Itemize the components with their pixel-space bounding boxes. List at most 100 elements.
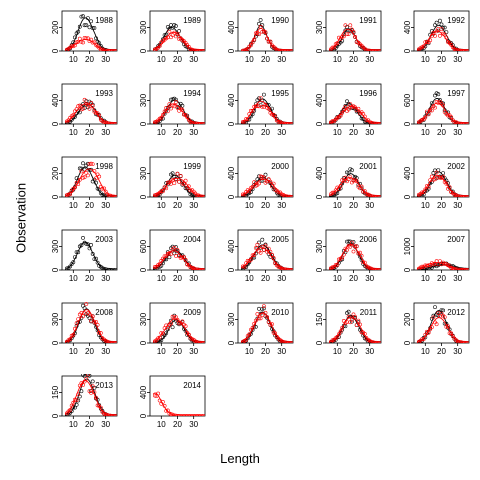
x-tick-label: 10 bbox=[333, 201, 342, 210]
series-b-point bbox=[111, 49, 116, 51]
series-b-point bbox=[358, 250, 362, 255]
x-tick-label: 30 bbox=[365, 55, 374, 64]
series-b-point bbox=[160, 399, 165, 404]
series-b-point bbox=[420, 337, 425, 342]
y-tick-label: 1000 bbox=[403, 237, 412, 255]
series-b-point bbox=[73, 397, 77, 402]
series-b-point bbox=[287, 122, 292, 124]
y-tick-label: 0 bbox=[403, 340, 412, 345]
series-a-point bbox=[257, 240, 261, 245]
series-b-point bbox=[287, 194, 292, 197]
series-b-point bbox=[289, 195, 293, 197]
y-tick-label: 400 bbox=[403, 166, 412, 180]
y-tick-label: 0 bbox=[315, 48, 324, 53]
series-b-point bbox=[261, 248, 266, 252]
series-a-point bbox=[76, 250, 81, 255]
x-tick-label: 20 bbox=[173, 420, 182, 429]
series-b-point bbox=[199, 414, 204, 416]
series-b-point bbox=[348, 175, 353, 180]
panel-label: 2012 bbox=[447, 308, 465, 317]
series-b-point bbox=[180, 255, 185, 260]
series-b-point bbox=[247, 189, 252, 194]
series-b-point bbox=[335, 262, 340, 267]
series-b-point bbox=[74, 398, 79, 403]
panel-label: 2014 bbox=[183, 381, 201, 390]
series-b-point bbox=[182, 255, 186, 259]
series-b-point bbox=[156, 391, 161, 396]
y-tick-label: 400 bbox=[315, 93, 324, 107]
series-b-point bbox=[341, 34, 346, 39]
series-b-point bbox=[160, 256, 165, 261]
series-b-point bbox=[261, 304, 266, 309]
series-b-point bbox=[439, 27, 444, 32]
series-b-point bbox=[452, 47, 457, 51]
series-b-point bbox=[434, 322, 439, 327]
panel-content bbox=[417, 91, 469, 124]
x-tick-label: 30 bbox=[365, 201, 374, 210]
panel-content bbox=[64, 374, 117, 416]
panel-label: 2009 bbox=[183, 308, 201, 317]
x-tick-label: 20 bbox=[173, 274, 182, 283]
y-tick-label: 0 bbox=[315, 194, 324, 199]
series-b-point bbox=[431, 315, 436, 320]
series-b-point bbox=[66, 192, 71, 197]
panel-content bbox=[152, 244, 205, 270]
series-a-point bbox=[82, 306, 87, 311]
y-tick-label: 600 bbox=[403, 93, 412, 107]
y-tick-label: 0 bbox=[139, 267, 148, 272]
series-b-point bbox=[90, 162, 95, 167]
series-b-point bbox=[375, 341, 380, 343]
series-b-point bbox=[94, 110, 98, 115]
y-tick-label: 0 bbox=[315, 267, 324, 272]
series-b-point bbox=[253, 318, 258, 323]
series-b-point bbox=[276, 120, 281, 124]
series-b-point bbox=[159, 189, 164, 194]
y-tick-label: 150 bbox=[51, 385, 60, 399]
series-b-point bbox=[270, 322, 274, 327]
series-b-point bbox=[263, 102, 268, 107]
series-b-point bbox=[276, 190, 281, 195]
series-b-point bbox=[244, 117, 249, 121]
series-b-point bbox=[258, 96, 263, 101]
series-b-point bbox=[183, 324, 188, 329]
series-b-point bbox=[164, 186, 169, 191]
series-b-point bbox=[87, 312, 92, 317]
series-a-point bbox=[173, 24, 178, 28]
x-tick-label: 30 bbox=[101, 128, 110, 137]
series-b-point bbox=[68, 337, 73, 342]
panel-content bbox=[64, 97, 117, 124]
series-b-point bbox=[248, 257, 253, 262]
panel-label: 1994 bbox=[183, 89, 201, 98]
x-tick-label: 20 bbox=[173, 55, 182, 64]
series-b-point bbox=[248, 108, 253, 113]
series-b-point bbox=[201, 49, 205, 51]
series-b-point bbox=[248, 43, 253, 48]
series-b-point bbox=[240, 264, 245, 269]
y-tick-label: 300 bbox=[51, 239, 60, 253]
series-a-point bbox=[76, 29, 81, 34]
y-tick-label: 300 bbox=[139, 93, 148, 107]
series-a-point bbox=[170, 25, 175, 30]
series-a-point bbox=[433, 305, 437, 310]
y-tick-label: 300 bbox=[315, 20, 324, 34]
series-b-point bbox=[177, 321, 182, 326]
series-b-point bbox=[169, 321, 173, 326]
x-tick-label: 10 bbox=[69, 274, 78, 283]
series-b-point bbox=[433, 177, 437, 182]
series-a-point bbox=[260, 237, 265, 242]
panel-2000: 2000 10 20 30 0 400 bbox=[227, 156, 294, 210]
series-b-point bbox=[260, 313, 265, 318]
y-tick-label: 0 bbox=[51, 413, 60, 418]
series-b-point bbox=[252, 37, 257, 42]
panel-label: 2006 bbox=[359, 235, 377, 244]
series-b-point bbox=[201, 122, 205, 124]
series-b-point bbox=[71, 332, 76, 337]
series-a-point bbox=[442, 108, 447, 113]
y-tick-label: 600 bbox=[139, 239, 148, 253]
series-a-point bbox=[74, 250, 79, 255]
series-b-point bbox=[180, 319, 185, 324]
x-tick-label: 30 bbox=[453, 347, 462, 356]
series-b-line bbox=[240, 247, 292, 270]
panel-content bbox=[329, 99, 381, 124]
